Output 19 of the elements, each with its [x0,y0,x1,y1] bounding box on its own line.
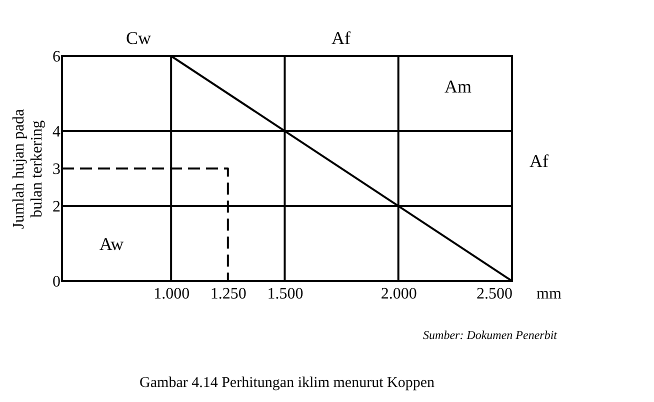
y-tick-label: 0 [52,274,60,290]
y-axis-title: Jumlah hujan pada bulan terkering [10,109,46,229]
text: Af [530,150,548,171]
x-tick-label: 2.500 [476,286,512,302]
text: Gambar 4.14 Perhitungan iklim menurut Koppen [140,375,435,391]
x-tick-label: 1.250 [210,286,246,302]
y-tick-label: 3 [52,161,60,178]
text: Sumber: Dokumen Penerbit [423,328,558,342]
y-tick-label: 2 [52,198,60,216]
text: Af [332,28,350,48]
x-tick-label: 2.000 [380,286,417,302]
annotation: Aw [99,234,124,254]
y-tick-label: 4 [52,124,60,140]
y-tick-label: 6 [52,48,60,66]
x-tick-label: 1.000 [154,286,190,302]
annotation: Am [444,76,472,96]
x-axis-title: mm [536,286,562,302]
text: Cw [126,28,152,48]
x-tick-label: 1.500 [267,286,304,302]
